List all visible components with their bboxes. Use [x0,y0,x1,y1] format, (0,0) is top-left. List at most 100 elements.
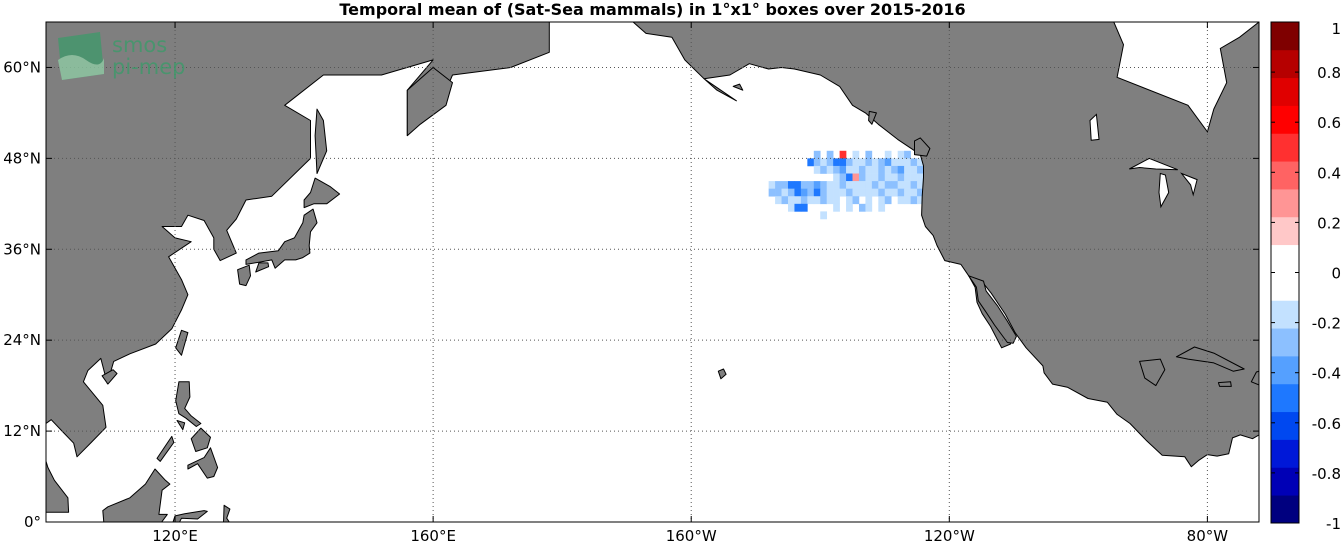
colorbar-swatch [1271,49,1299,79]
data-cell [794,188,802,197]
data-cell [813,150,821,159]
water-lake-huron [1180,172,1198,197]
data-cell [826,165,834,174]
land-kodiak [732,83,744,91]
x-tick-label: 160°W [666,527,717,544]
data-cell [781,188,789,197]
data-cell [813,158,821,167]
data-cell [807,188,815,197]
data-cell [884,165,892,174]
colorbar-tick-label: 0.4 [1317,164,1341,182]
land-mindoro [176,420,186,431]
data-cell [826,158,834,167]
data-cell [865,173,873,182]
colorbar-tick-label: -0.4 [1312,365,1341,383]
data-cell [871,158,879,167]
data-cell [768,188,776,197]
logo-text-smos: smos [112,33,167,57]
data-cell [917,181,924,189]
data-cell [833,196,840,205]
data-cell [904,181,911,189]
data-cell [820,158,828,167]
data-cell [833,158,840,167]
data-cell [775,188,782,197]
land-hainan [101,369,118,385]
data-cell [839,173,847,182]
data-cell [781,196,789,205]
data-cell [813,196,821,205]
colorbar-swatch [1271,356,1299,385]
data-cell [787,203,795,212]
land-baja [968,275,1017,344]
data-cell [884,188,892,197]
data-cell [846,203,853,212]
data-cell [852,188,860,197]
data-cell [794,203,802,212]
data-cell [897,150,905,159]
data-cell [794,181,802,189]
data-cell [917,165,924,174]
colorbar-tick-label: 0.2 [1317,214,1341,232]
data-cell [878,188,886,197]
colorbar-tick-label: 0 [1331,265,1341,283]
colorbar-swatch [1271,383,1299,413]
data-cell [826,150,834,159]
x-tick-label: 80°W [1187,527,1229,544]
land-haida-gwaii [868,110,877,125]
colorbar-tick-label: 1 [1331,20,1341,38]
data-cell [897,165,905,174]
logo-text-pi-mep: pi-mep [112,55,185,79]
data-cell [833,165,840,174]
data-cell [910,158,918,167]
colorbar-swatch [1271,105,1299,134]
data-cell [865,158,873,167]
data-cell [910,173,918,182]
colorbar-tick-label: -0.8 [1312,465,1341,483]
data-cell [813,165,821,174]
data-cell [820,165,828,174]
colorbar-tick-labels: -1 -0.8 -0.6 -0.4 -0.2 0 0.2 0.4 0.6 0.8 1 [1271,20,1341,533]
map-frame [45,21,1260,523]
land-cuba [1175,346,1245,372]
data-cell [858,181,866,189]
data-cell [917,158,924,167]
data-cell [852,196,860,205]
data-cell [846,188,853,197]
data-cell [807,181,815,189]
colorbar-tick-label: -0.2 [1312,315,1341,333]
land-luzon [175,381,202,427]
data-cell [787,188,795,197]
data-cell [846,165,853,174]
data-cell [813,181,821,189]
data-cell [839,165,847,174]
land-mindanao [187,447,219,479]
land-visayas [190,427,211,452]
land-palawan [156,435,175,462]
data-cell [858,158,866,167]
data-cell [884,181,892,189]
land-sakhalin [314,108,328,174]
data-cell [839,181,847,189]
data-cell [800,203,808,212]
logo-icon [58,32,104,80]
data-cell [917,173,924,182]
data-cell [897,158,905,167]
land-kamchatka [406,67,453,137]
data-cell [865,165,873,174]
data-cell [800,196,808,205]
data-cell [891,158,898,167]
colorbar-swatch [1271,328,1299,357]
water-hudson-bay [1113,22,1259,133]
y-tick-label: 36°N [3,240,41,258]
data-cell [904,165,911,174]
graticule [46,22,1259,522]
colorbar-swatch [1271,216,1299,246]
data-cell [775,181,782,189]
data-cell [897,188,905,197]
x-tick-label: 160°E [410,527,456,544]
data-cell [910,181,918,189]
data-cell [904,188,911,197]
land-yucatan [1139,358,1166,387]
land-shikoku [255,262,270,273]
